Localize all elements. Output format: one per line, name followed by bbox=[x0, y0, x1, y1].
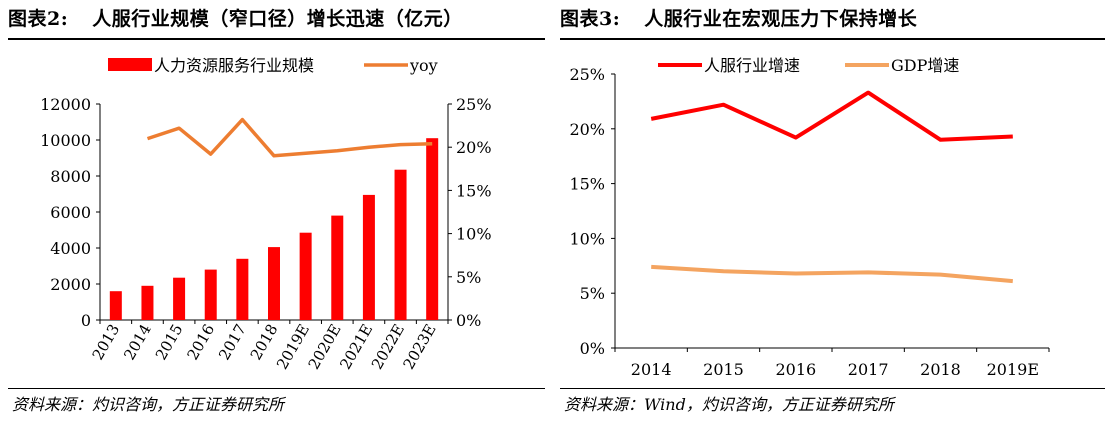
x-tick-label: 2016 bbox=[184, 321, 219, 363]
bar bbox=[426, 138, 439, 320]
bar bbox=[299, 232, 312, 320]
y-tick-label: 0 bbox=[81, 311, 91, 330]
yoy-line bbox=[146, 117, 433, 158]
source-divider bbox=[560, 388, 1105, 389]
bar bbox=[173, 277, 186, 320]
y-tick-label: 6000 bbox=[50, 203, 91, 222]
y2-tick-label: 15% bbox=[456, 181, 492, 200]
chart-title: 人服行业规模（窄口径）增长迅速（亿元） bbox=[92, 8, 463, 30]
bar bbox=[268, 247, 280, 320]
x-tick-label: 2016 bbox=[775, 360, 816, 379]
chart-title: 人服行业在宏观压力下保持增长 bbox=[644, 8, 918, 30]
x-tick-label: 2017 bbox=[215, 321, 250, 363]
y-tick-label: 10000 bbox=[40, 131, 91, 150]
bar bbox=[394, 169, 407, 320]
y-tick-label: 20% bbox=[569, 120, 605, 139]
x-tick-label: 2014 bbox=[120, 321, 155, 363]
legend-label-bar: 人力资源服务行业规模 bbox=[154, 56, 314, 75]
y2-tick-label: 10% bbox=[456, 225, 492, 244]
scale-chart: 0 2000 4000 6000 8000 10000 12000 0% 5% 10% 15% 20%… bbox=[40, 56, 492, 373]
y-tick-label: 10% bbox=[569, 229, 605, 248]
y2-tick-label: 0% bbox=[456, 311, 481, 330]
y-tick-label: 5% bbox=[580, 284, 605, 303]
growth-chart: 0% 5% 10% 15% 20% 25% 2014 2015 2016 2017 2018 2019… bbox=[569, 56, 1050, 379]
bar bbox=[204, 269, 217, 320]
y-tick-label: 15% bbox=[569, 175, 605, 194]
figure-number: 图表2: bbox=[8, 8, 69, 30]
legend-label-gdp: GDP增速 bbox=[891, 56, 959, 75]
y2-tick-label: 5% bbox=[456, 268, 481, 287]
bar bbox=[236, 258, 249, 320]
bar bbox=[109, 291, 122, 320]
x-tick-label: 2014 bbox=[631, 360, 672, 379]
y-tick-label: 25% bbox=[569, 65, 605, 84]
legend-label-yoy: yoy bbox=[409, 56, 438, 75]
gdp-growth-line bbox=[651, 264, 1013, 284]
title-divider bbox=[560, 38, 1105, 40]
source-divider bbox=[8, 388, 545, 389]
x-tick-label: 2015 bbox=[703, 360, 744, 379]
industry-growth-line bbox=[650, 90, 1013, 142]
x-tick-label: 2019E bbox=[987, 360, 1039, 379]
legend-label-industry: 人服行业增速 bbox=[704, 56, 800, 75]
bar bbox=[331, 215, 344, 320]
figure-number: 图表3: bbox=[560, 8, 621, 30]
legend-swatch-bar bbox=[108, 58, 152, 71]
title-divider bbox=[8, 38, 545, 40]
y-tick-label: 8000 bbox=[50, 167, 91, 186]
source-note: 资料来源：Wind，灼识咨询，方正证券研究所 bbox=[564, 395, 894, 414]
x-tick-label: 2013 bbox=[89, 321, 124, 363]
y-tick-label: 0% bbox=[580, 339, 605, 358]
x-tick-label: 2017 bbox=[848, 360, 889, 379]
y-tick-label: 4000 bbox=[50, 239, 91, 258]
y2-tick-label: 25% bbox=[456, 95, 492, 114]
panel-title: 图表2: 人服行业规模（窄口径）增长迅速（亿元） bbox=[8, 4, 463, 31]
bar bbox=[362, 194, 375, 320]
bar bbox=[141, 285, 154, 320]
chart-panel-growth: 图表3: 人服行业在宏观压力下保持增长 0% 5% 10% 15% 20% 25% 2014 2… bbox=[552, 0, 1105, 443]
chart-panel-scale: 图表2: 人服行业规模（窄口径）增长迅速（亿元） 0 2000 4000 6000 800… bbox=[0, 0, 545, 443]
x-tick-label: 2015 bbox=[152, 321, 187, 363]
x-tick-label: 2018 bbox=[920, 360, 961, 379]
source-note: 资料来源：灼识咨询，方正证券研究所 bbox=[12, 395, 285, 414]
y-tick-label: 12000 bbox=[40, 95, 91, 114]
y2-tick-label: 20% bbox=[456, 138, 492, 157]
y-tick-label: 2000 bbox=[50, 275, 91, 294]
panel-title: 图表3: 人服行业在宏观压力下保持增长 bbox=[560, 4, 917, 31]
